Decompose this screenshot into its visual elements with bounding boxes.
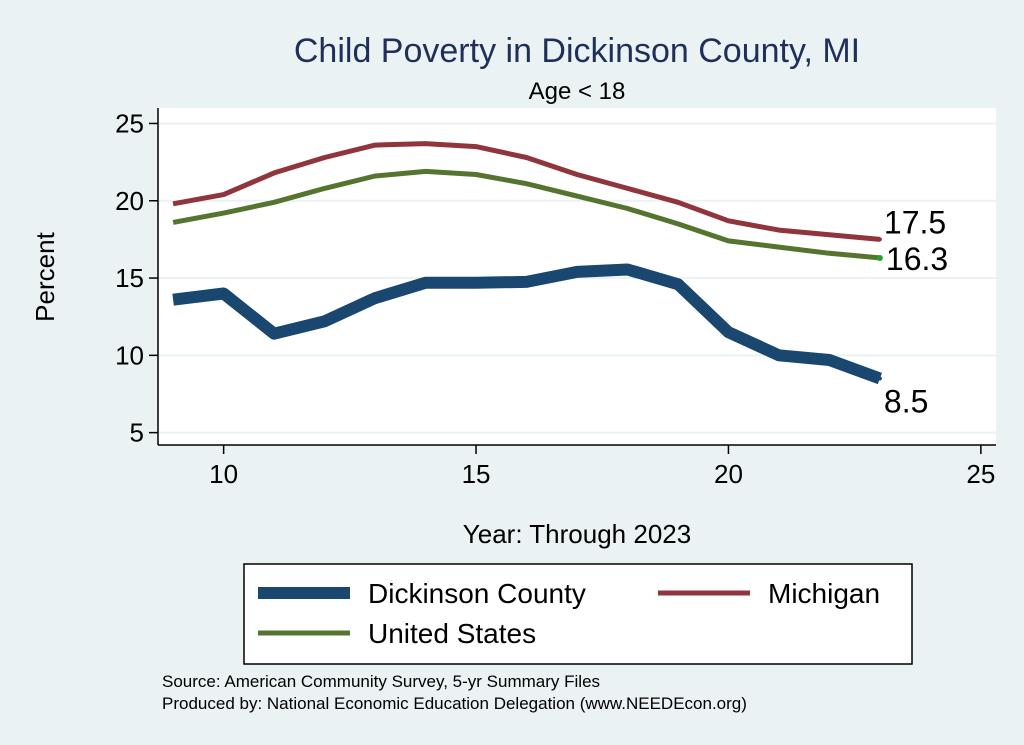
y-axis-label: Percent [30,231,60,321]
x-tick-label-10: 10 [209,459,238,489]
series-line-united-states [172,168,881,261]
series-lines [172,141,883,385]
legend-box [243,563,913,665]
series-end-point-michigan [877,237,882,242]
legend-label-dickinson-county: Dickinson County [368,578,586,609]
end-label-michigan: 17.5 [884,204,946,240]
end-label-dickinson-county: 8.5 [884,384,928,420]
source-line: Source: American Community Survey, 5-yr … [162,672,600,691]
series-line-dickinson-county [172,263,882,385]
legend-label-united-states: United States [368,618,536,649]
series-end-point-dickinson-county [877,376,882,381]
x-tick-label-20: 20 [714,459,743,489]
end-labels: 8.5 17.516.3 [884,204,948,419]
x-axis-label: Year: Through 2023 [463,519,691,549]
y-tick-label-5: 5 [130,418,144,448]
axes: 5 10 15 20 25 10 15 20 25 [115,108,996,489]
x-tick-label-25: 25 [966,459,995,489]
end-label-united-states: 16.3 [886,241,948,277]
series-end-point-united-states [876,254,883,261]
x-tick-label-15: 15 [462,459,491,489]
y-tick-label-25: 25 [115,108,144,138]
y-tick-label-15: 15 [115,263,144,293]
series-line-michigan [172,141,881,242]
y-tick-label-20: 20 [115,186,144,216]
chart-title: Child Poverty in Dickinson County, MI [294,32,860,70]
y-tick-label-10: 10 [115,340,144,370]
grid-lines [158,122,996,434]
legend: Dickinson County Michigan United States [243,563,913,665]
producer-line: Produced by: National Economic Education… [162,694,747,713]
chart-subtitle: Age < 18 [529,78,626,105]
legend-label-michigan: Michigan [768,578,880,609]
